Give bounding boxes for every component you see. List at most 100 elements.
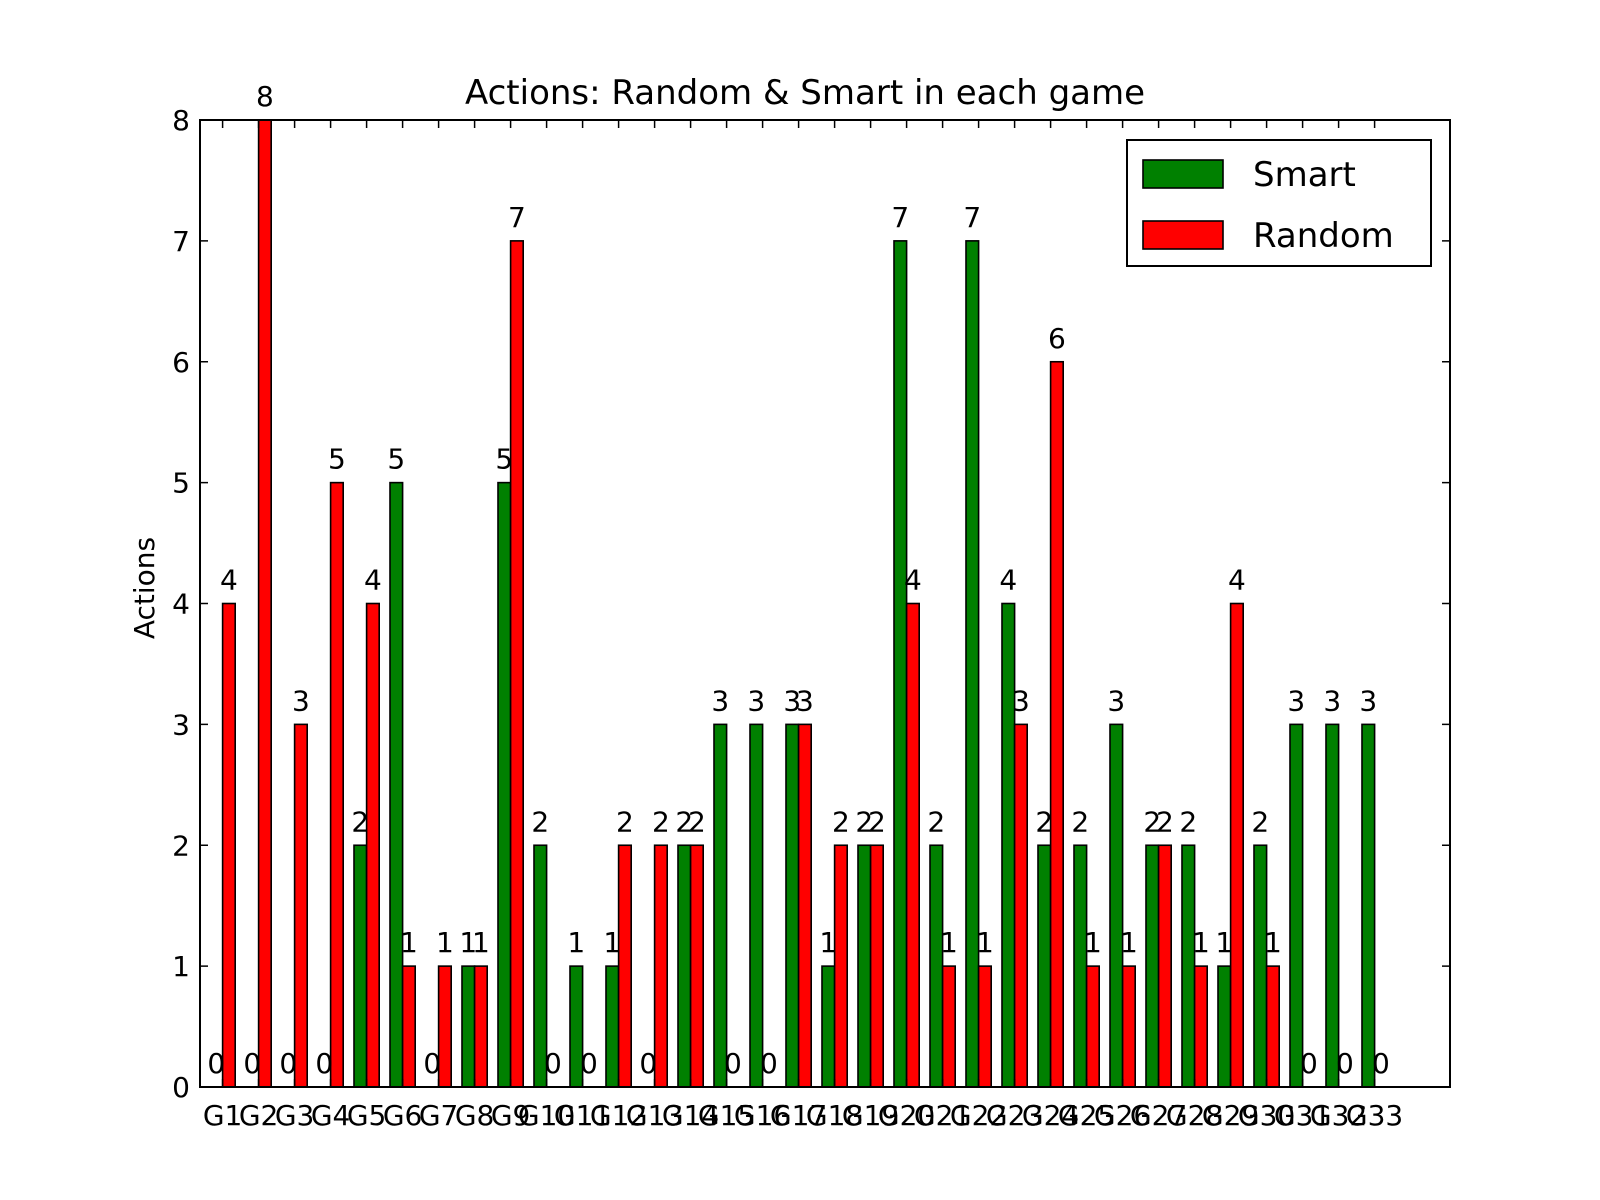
x-tick-label-g4: G4: [311, 1099, 351, 1132]
value-label-smart-g21: 2: [927, 805, 945, 838]
value-label-random-g23: 3: [1012, 684, 1030, 717]
x-tick-label-g22: G22: [950, 1099, 1007, 1132]
x-tick-label-g20: G20: [878, 1099, 935, 1132]
value-label-random-g15: 0: [724, 1047, 742, 1080]
value-label-random-g1: 4: [220, 564, 238, 597]
bar-random-g24: [1049, 360, 1064, 1088]
x-tick-label-g32: G32: [1310, 1099, 1367, 1132]
value-label-smart-g7: 0: [423, 1047, 441, 1080]
value-label-random-g31: 0: [1300, 1047, 1318, 1080]
value-label-smart-g19: 2: [855, 805, 873, 838]
bar-smart-g24: [1037, 844, 1052, 1088]
bar-random-g27: [1157, 844, 1172, 1088]
bar-random-g4: [329, 481, 345, 1088]
bar-smart-g30: [1253, 844, 1268, 1088]
bar-random-g19: [869, 844, 884, 1088]
x-tick-label-g14: G14: [662, 1099, 719, 1132]
x-tick-label-g24: G24: [1022, 1099, 1079, 1132]
value-label-smart-g12: 1: [603, 926, 621, 959]
x-tick-label-g15: G15: [698, 1099, 755, 1132]
value-label-random-g28: 1: [1192, 926, 1210, 959]
bar-random-g6: [401, 965, 417, 1088]
y-tick-labels: 0 1 2 3 4 5 6 7 8: [172, 104, 190, 1104]
x-tick-label-g30: G30: [1238, 1099, 1295, 1132]
bar-random-g22: [977, 965, 992, 1088]
x-tick-label-g25: G25: [1058, 1099, 1115, 1132]
value-label-smart-g27: 2: [1143, 805, 1161, 838]
x-tick-label-g27: G27: [1130, 1099, 1187, 1132]
bar-smart-g16: [749, 723, 764, 1088]
value-label-random-g30: 1: [1264, 926, 1282, 959]
bar-smart-g28: [1181, 844, 1196, 1088]
value-label-smart-g9: 5: [495, 443, 513, 476]
y-tick-label-8: 8: [172, 104, 190, 137]
value-label-random-g27: 2: [1156, 805, 1174, 838]
bar-random-g1: [221, 602, 237, 1088]
bar-smart-g25: [1073, 844, 1088, 1088]
value-label-smart-g17: 3: [783, 684, 801, 717]
bar-smart-g29: [1217, 965, 1232, 1088]
bar-smart-g20: [893, 240, 908, 1088]
value-label-random-g3: 3: [292, 684, 310, 717]
value-label-random-g17: 3: [796, 684, 814, 717]
value-label-smart-g24: 2: [1035, 805, 1053, 838]
value-label-random-g5: 4: [364, 564, 382, 597]
bar-random-g28: [1193, 965, 1208, 1088]
bar-smart-g17: [785, 723, 800, 1088]
y-tick-label-0: 0: [172, 1071, 190, 1104]
value-label-random-g29: 4: [1228, 564, 1246, 597]
y-tick-label-1: 1: [172, 950, 190, 983]
bar-smart-g5: [353, 844, 368, 1088]
value-label-smart-g10: 2: [531, 805, 549, 838]
value-label-random-g25: 1: [1084, 926, 1102, 959]
x-tick-label-g26: G26: [1094, 1099, 1151, 1132]
x-tick-label-g9: G9: [491, 1099, 531, 1132]
y-tick-label-4: 4: [172, 588, 190, 621]
value-label-random-g32: 0: [1336, 1047, 1354, 1080]
bar-random-g9: [509, 240, 525, 1088]
legend-label-random: Random: [1253, 216, 1394, 256]
bar-random-g20: [905, 602, 920, 1088]
value-label-random-g24: 6: [1048, 322, 1066, 355]
chart-title: Actions: Random & Smart in each game: [465, 73, 1145, 113]
y-axis-label: Actions: [128, 537, 161, 639]
value-label-smart-g33: 3: [1359, 684, 1377, 717]
value-label-random-g14: 2: [688, 805, 706, 838]
bar-random-g3: [293, 723, 309, 1088]
x-tick-label-g5: G5: [347, 1099, 387, 1132]
value-label-random-g10: 0: [544, 1047, 562, 1080]
value-label-smart-g29: 1: [1215, 926, 1233, 959]
value-label-smart-g26: 3: [1107, 684, 1125, 717]
bar-random-g5: [365, 602, 381, 1088]
bar-smart-g31: [1289, 723, 1304, 1088]
x-tick-label-g21: G21: [914, 1099, 971, 1132]
value-label-smart-g2: 0: [243, 1047, 261, 1080]
legend-swatch-random: [1142, 220, 1224, 250]
bar-random-g30: [1265, 965, 1280, 1088]
value-label-smart-g8: 1: [459, 926, 477, 959]
axis-ticks: [200, 119, 1450, 1088]
bar-random-g18: [833, 844, 848, 1088]
value-label-smart-g20: 7: [891, 201, 909, 234]
value-label-random-g22: 1: [976, 926, 994, 959]
value-label-smart-g30: 2: [1251, 805, 1269, 838]
bar-random-g23: [1013, 723, 1028, 1088]
x-tick-label-g3: G3: [275, 1099, 315, 1132]
bar-smart-g27: [1145, 844, 1160, 1088]
value-label-random-g20: 4: [904, 564, 922, 597]
bar-random-g14: [689, 844, 704, 1088]
value-label-smart-g11: 1: [567, 926, 585, 959]
plot-frame: [199, 119, 1451, 1088]
value-label-random-g4: 5: [328, 443, 346, 476]
bar-smart-g22: [965, 240, 980, 1088]
bar-smart-g9: [497, 481, 512, 1088]
y-tick-label-7: 7: [172, 225, 190, 258]
x-tick-label-g33: G33: [1346, 1099, 1403, 1132]
bar-random-g26: [1121, 965, 1136, 1088]
x-tick-label-g8: G8: [455, 1099, 495, 1132]
bar-random-g25: [1085, 965, 1100, 1088]
bar-random-g17: [797, 723, 812, 1088]
value-label-smart-g3: 0: [279, 1047, 297, 1080]
bar-random-g8: [473, 965, 489, 1088]
